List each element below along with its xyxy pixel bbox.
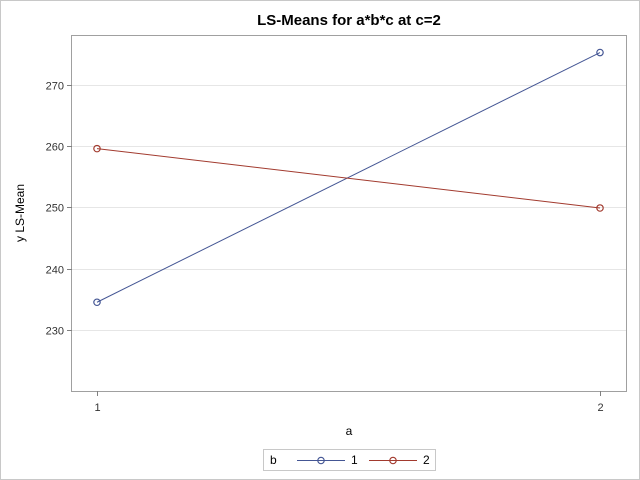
legend-item-2: 2	[369, 453, 430, 467]
y-axis-label: y LS-Mean	[13, 184, 27, 242]
y-tick-label: 240	[46, 265, 64, 277]
legend-title: b	[270, 453, 277, 467]
chart-title: LS-Means for a*b*c at c=2	[257, 12, 441, 29]
legend-label: 1	[351, 453, 358, 467]
legend-frame	[263, 449, 436, 471]
x-tick-label: 1	[94, 402, 100, 414]
legend-swatch-marker	[389, 456, 397, 465]
series-1-line	[96, 52, 601, 303]
x-axis-label: a	[346, 424, 353, 438]
series-1-point	[93, 298, 101, 307]
plot-area	[71, 35, 627, 392]
x-tick-label: 2	[597, 402, 603, 414]
legend-swatch-marker	[317, 456, 325, 465]
series-layer	[93, 48, 604, 307]
legend-label: 2	[423, 453, 430, 467]
legend-item-1: 1	[297, 453, 358, 467]
y-axis: 230 240 250 260 270	[46, 81, 72, 338]
y-tick-label: 230	[46, 326, 64, 338]
series-2-line	[96, 148, 601, 209]
series-1-point	[596, 48, 604, 57]
y-tick-label: 250	[46, 203, 64, 215]
y-tick-label: 270	[46, 81, 64, 93]
series-2-point	[93, 144, 101, 153]
y-tick-label: 260	[46, 142, 64, 154]
plot-frame	[71, 35, 627, 392]
series-2-point	[596, 204, 604, 212]
